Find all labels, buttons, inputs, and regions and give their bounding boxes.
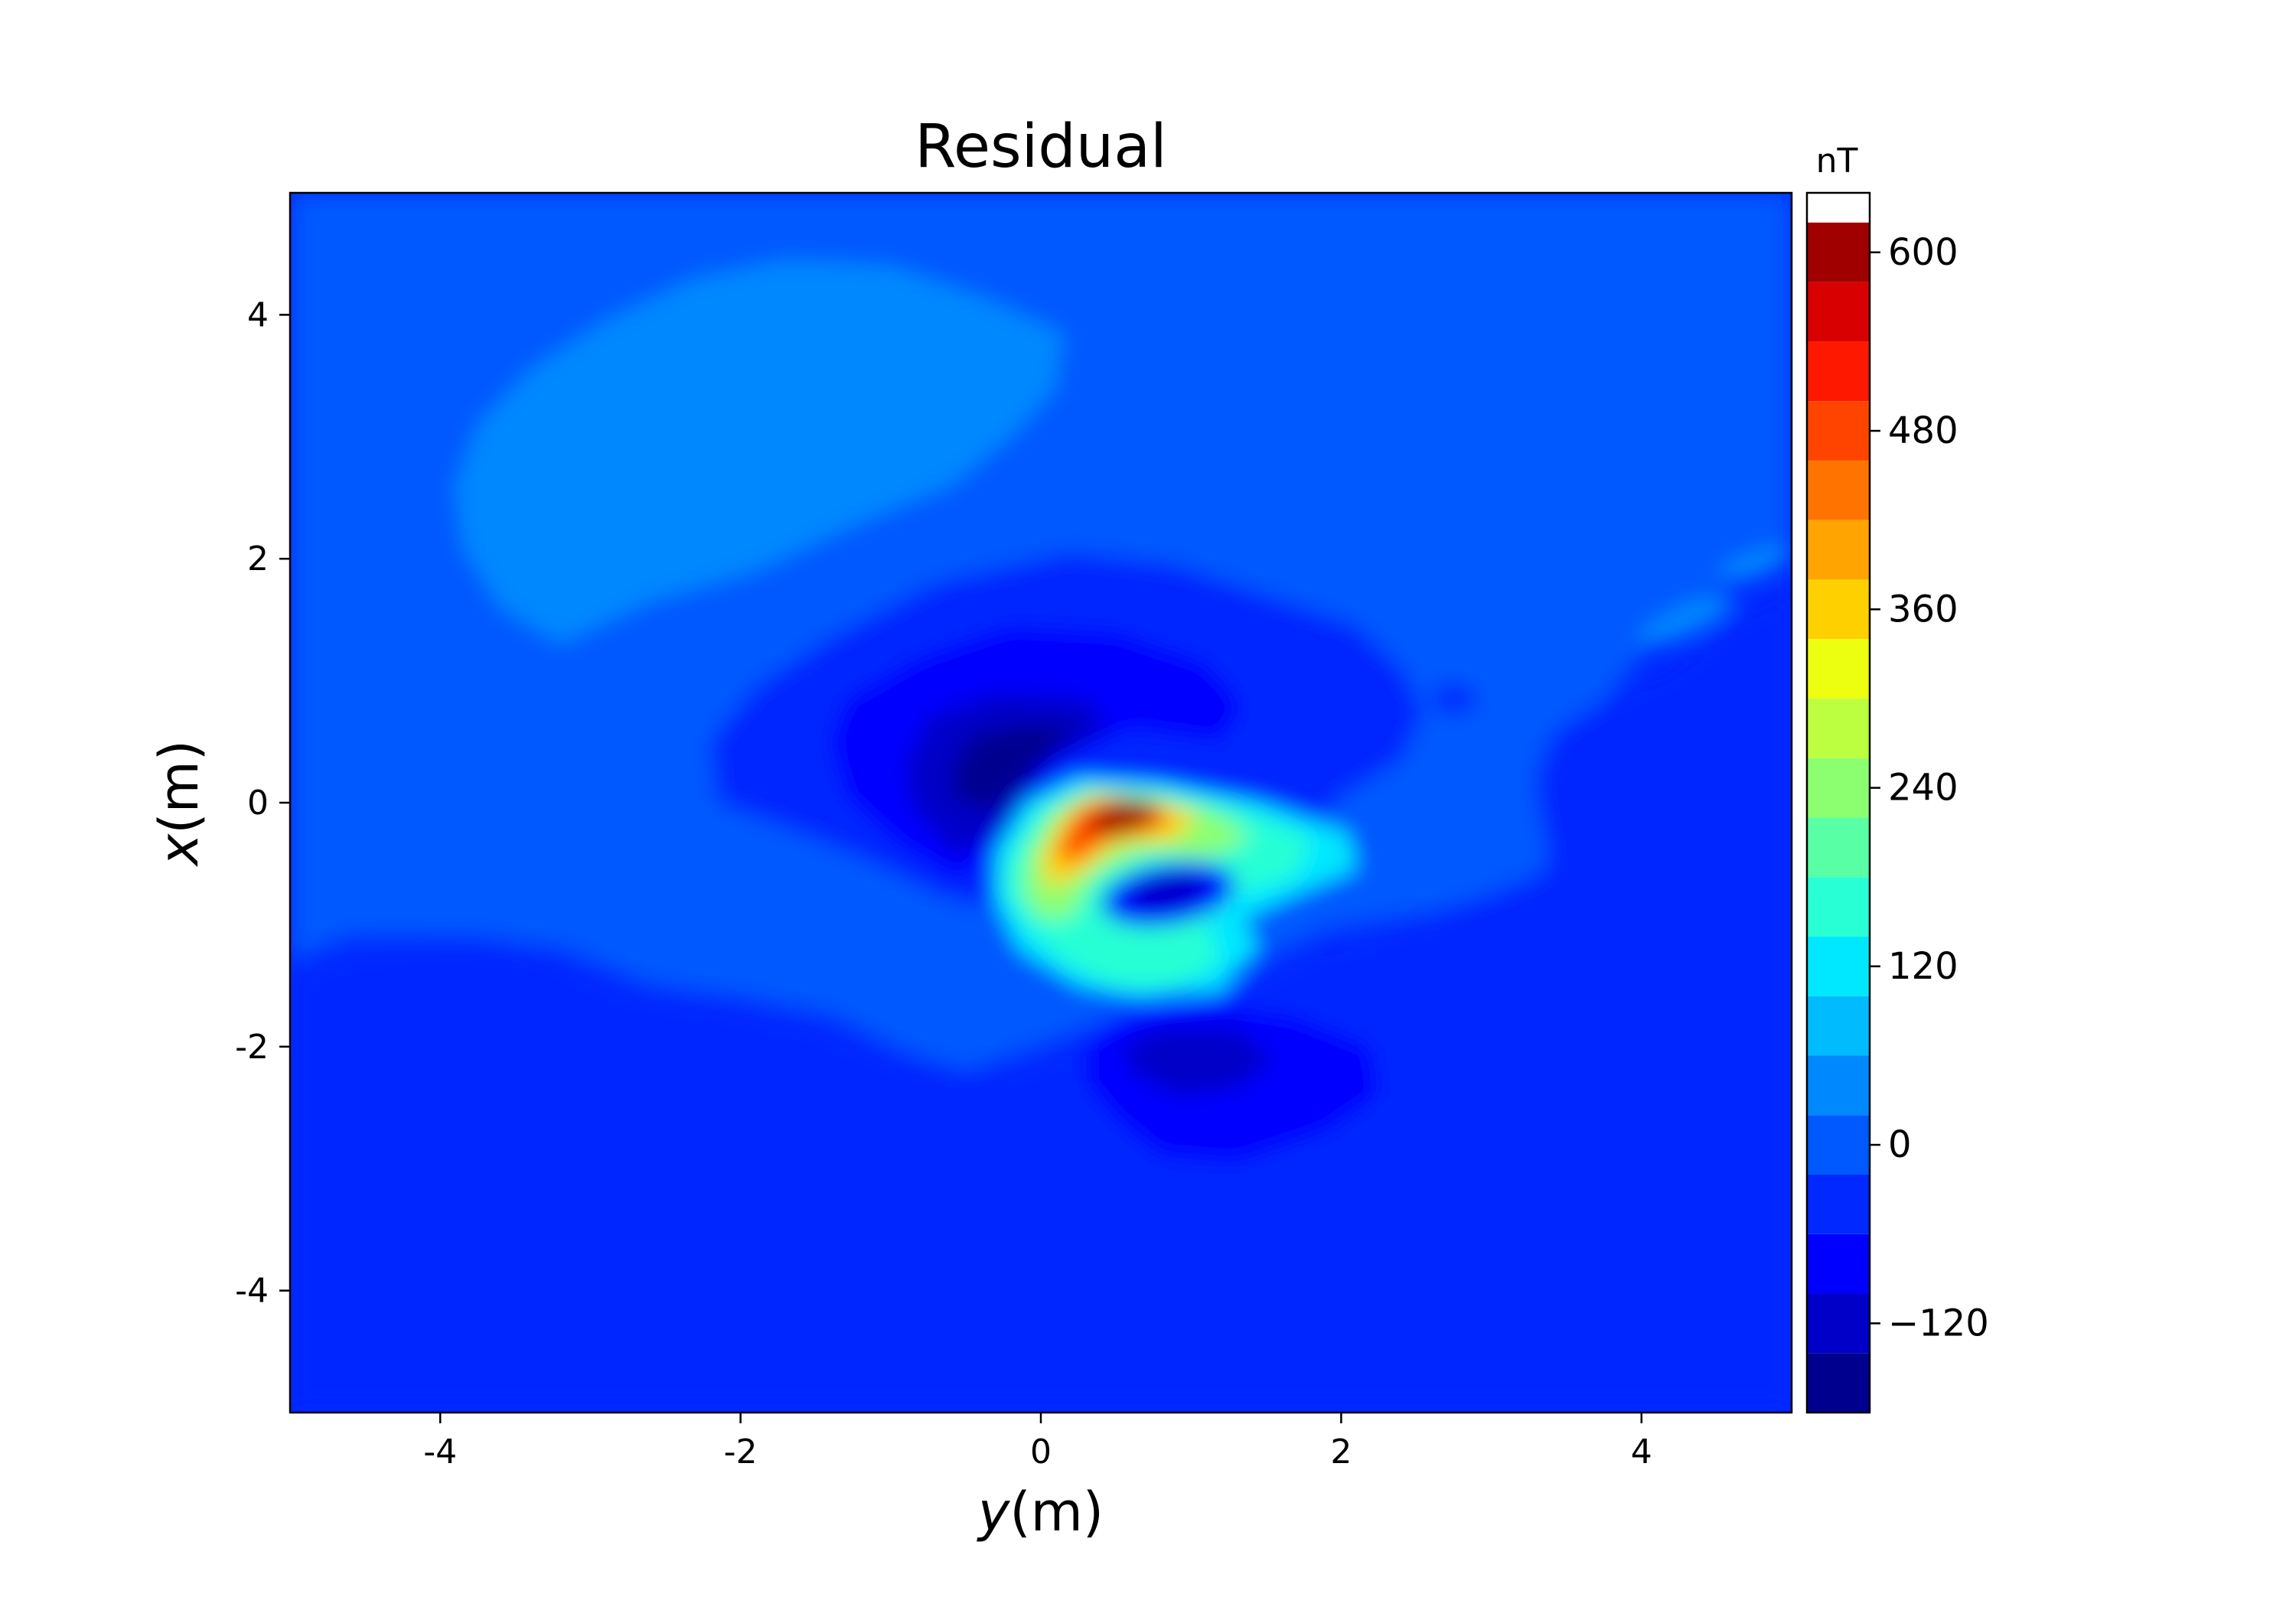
colorbar-band [1807,698,1870,758]
colorbar-band [1807,1234,1870,1294]
x-tick-label: 4 [1631,1432,1652,1471]
x-tick-label: 0 [1030,1432,1052,1471]
y-tick-label: 2 [247,539,269,578]
x-axis-label-unit: (m) [1009,1481,1104,1543]
right-edge-patch-3 [1431,684,1476,714]
y-axis-ticks: -4 -2 0 2 4 [235,295,290,1311]
x-axis-label: y(m) [977,1481,1104,1543]
colorbar-unit-label: nT [1816,142,1858,181]
chart-title: Residual [915,112,1166,181]
colorbar-tick-label: 600 [1888,231,1958,274]
colorbar-frame [1805,191,1871,1414]
colorbar-band [1807,1055,1870,1116]
contour-region-background-lower [290,583,1792,1413]
negative-lobe-level-160 [951,723,1078,809]
colorbar-tick-label: 120 [1888,945,1958,988]
x-axis-label-variable: y [977,1481,1011,1543]
contour-plot-area [290,193,1792,1413]
x-axis-ticks: -4 -2 0 2 4 [423,1413,1652,1471]
y-tick-label: -4 [235,1272,269,1311]
positive-lobe-upper-left [455,259,1064,644]
colorbar-band [1807,996,1870,1056]
colorbar-tick-label: 360 [1888,588,1958,631]
colorbar-band [1807,222,1870,282]
colorbar-tick-label: −120 [1888,1302,1989,1344]
right-edge-patch-2 [1718,547,1790,582]
y-axis-label-variable: x [148,833,210,867]
colorbar-tick-label: 480 [1888,409,1958,452]
x-tick-label: -2 [724,1432,758,1471]
x-tick-label: -4 [423,1432,457,1471]
negative-lobe-lower-core [1123,1028,1274,1096]
y-tick-label: 4 [247,295,269,334]
colorbar-tick-label: 240 [1888,767,1958,810]
colorbar-band [1807,1174,1870,1234]
negative-lobe-inner-core [1131,873,1206,908]
colorbar-band [1807,401,1870,461]
colorbar-bands [1807,222,1870,1413]
colorbar-band [1807,877,1870,937]
right-edge-patch-1 [1638,594,1735,646]
contour-regions [290,193,1792,1413]
colorbar-tick-label: 0 [1888,1123,1912,1166]
colorbar-ticks: −120 0 120 240 360 480 600 [1870,231,1989,1344]
positive-peak-core [1091,800,1156,836]
colorbar-band [1807,758,1870,818]
colorbar-band [1807,579,1870,640]
colorbar-band [1807,341,1870,402]
colorbar-band [1807,282,1870,342]
x-tick-label: 2 [1330,1432,1352,1471]
colorbar-band [1807,639,1870,699]
colorbar-band [1807,1293,1870,1354]
y-axis-label-unit: (m) [148,740,210,834]
colorbar-band [1807,460,1870,520]
colorbar-band [1807,1115,1870,1175]
colorbar-band [1807,817,1870,878]
colorbar: −120 0 120 240 360 480 600 nT [1805,142,1989,1414]
y-tick-label: -2 [235,1028,269,1067]
y-tick-label: 0 [247,784,269,823]
colorbar-band [1807,1353,1870,1413]
colorbar-band [1807,520,1870,580]
y-axis-label: x(m) [148,740,210,867]
colorbar-band [1807,936,1870,996]
